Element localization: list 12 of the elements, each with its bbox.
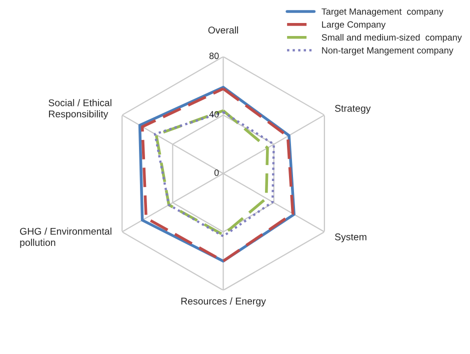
y-tick-label: 0 xyxy=(214,169,219,176)
y-tick-label: 80 xyxy=(209,52,219,60)
spoke-label: Overall xyxy=(208,26,238,34)
spoke-label: Social / Ethical Responsibility xyxy=(48,99,112,120)
legend-label: Small and medium-sized company xyxy=(322,34,462,42)
spoke-label: Strategy xyxy=(334,104,371,114)
spoke-label: GHG / Environmental pollution xyxy=(20,228,112,248)
spoke-label: System xyxy=(334,233,366,242)
legend-label: Non-target Mangement company xyxy=(322,47,454,56)
spoke-label: Resources / Energy xyxy=(181,297,266,306)
legend-label: Target Management company xyxy=(322,8,444,17)
legend-label: Large Company xyxy=(322,21,386,30)
